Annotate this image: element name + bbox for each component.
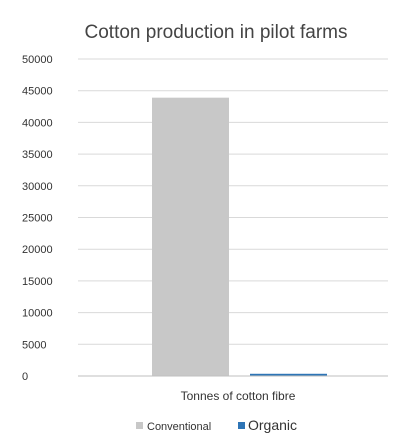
y-tick-label: 45000 <box>22 86 53 98</box>
x-axis: Tonnes of cotton fibre <box>78 375 388 403</box>
gridlines <box>78 58 388 377</box>
y-tick-label: 25000 <box>22 213 53 225</box>
y-tick-label: 10000 <box>22 308 53 320</box>
x-category-label: Tonnes of cotton fibre <box>181 389 296 403</box>
bar-organic <box>250 373 327 376</box>
legend-swatch-organic <box>238 422 245 429</box>
y-tick-label: 50000 <box>22 54 53 66</box>
y-tick-label: 0 <box>22 371 28 383</box>
chart-title: Cotton production in pilot farms <box>85 22 348 43</box>
y-tick-label: 30000 <box>22 181 53 193</box>
y-tick-label: 20000 <box>22 244 53 256</box>
y-axis: 0 5000 10000 15000 20000 25000 30000 35000 40000… <box>22 54 53 383</box>
legend-swatch-conventional <box>136 422 143 429</box>
y-tick-label: 5000 <box>22 339 46 351</box>
y-tick-label: 40000 <box>22 117 53 129</box>
legend-label-organic: Organic <box>248 417 297 433</box>
bars <box>152 97 327 376</box>
y-tick-label: 35000 <box>22 149 53 161</box>
legend: Conventional Organic <box>136 417 297 433</box>
y-tick-label: 15000 <box>22 276 53 288</box>
legend-label-conventional: Conventional <box>147 421 211 433</box>
bar-conventional <box>152 97 229 376</box>
